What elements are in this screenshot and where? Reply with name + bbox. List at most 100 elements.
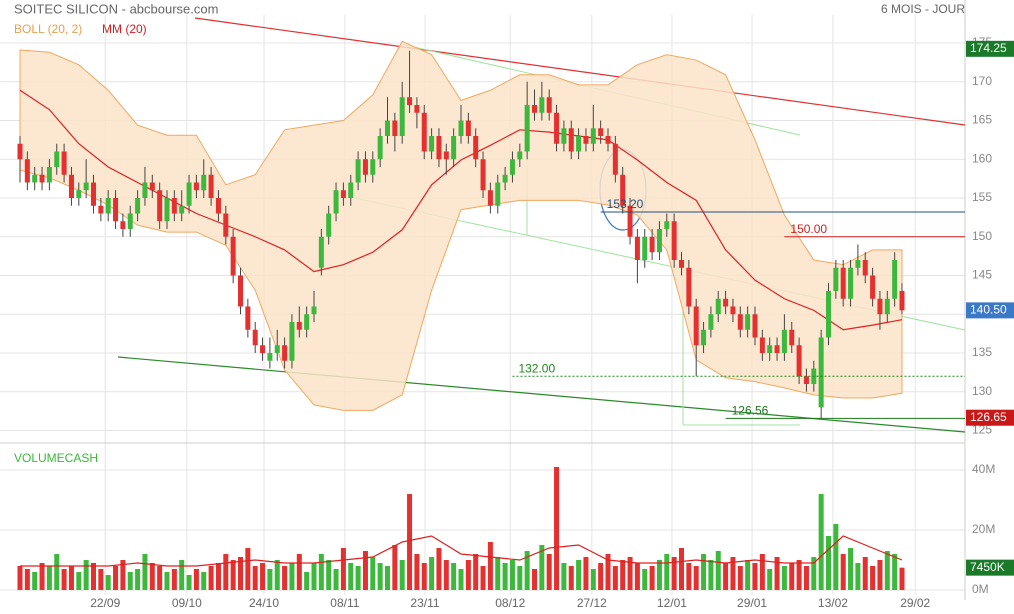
volume-bar <box>767 569 773 590</box>
candle-body <box>634 236 640 260</box>
candle-body <box>238 275 243 307</box>
candle-body <box>686 267 692 307</box>
volume-bar <box>399 560 405 590</box>
y-tick-label: 170 <box>972 74 992 88</box>
x-tick-label: 24/10 <box>249 596 279 610</box>
y-tick-label: 20M <box>972 522 995 536</box>
candle-body <box>465 120 471 136</box>
candle-body <box>429 136 435 152</box>
candle-body <box>355 159 361 183</box>
candle-body <box>679 260 684 268</box>
volume-bar <box>340 548 346 590</box>
volume-bar <box>333 569 339 590</box>
volume-bar <box>215 563 221 590</box>
candle-body <box>289 322 295 361</box>
volume-bar <box>848 548 854 590</box>
volume-bar <box>304 572 310 590</box>
volume-bar <box>326 560 332 590</box>
volume-bar <box>487 542 493 590</box>
candle-body <box>524 105 530 152</box>
volume-bar <box>576 560 582 590</box>
y-tick-label: 0M <box>972 582 989 596</box>
candle-body <box>620 174 626 206</box>
candle-body <box>296 322 302 330</box>
candle-body <box>91 182 96 206</box>
candle-body <box>348 182 354 198</box>
volume-bar <box>46 566 52 590</box>
volume-bar <box>737 566 743 590</box>
volume-bar <box>355 566 361 590</box>
volume-bar <box>245 548 251 590</box>
y-tick-label: 150 <box>972 229 992 243</box>
candle-body <box>326 213 332 237</box>
volume-bar <box>620 560 626 590</box>
volume-bar <box>157 566 163 590</box>
volume-bar <box>855 563 861 590</box>
candle-body <box>127 213 133 229</box>
candle-body <box>149 182 155 191</box>
volume-bar <box>833 524 839 590</box>
candle-body <box>870 275 876 299</box>
candle-body <box>392 120 398 136</box>
candle-body <box>311 306 317 315</box>
volume-bar <box>634 563 640 590</box>
candle-body <box>223 213 229 237</box>
volume-bar <box>502 563 508 590</box>
volume-bar <box>818 494 824 590</box>
candle-body <box>76 190 82 198</box>
candle-body <box>539 97 545 113</box>
indicator-label: MM (20) <box>102 22 147 36</box>
volume-bar <box>451 563 457 590</box>
volume-bar <box>884 551 890 590</box>
volume-bar <box>546 554 552 590</box>
volume-bar <box>781 566 787 590</box>
volume-bar <box>311 563 317 590</box>
volume-bar <box>877 560 883 590</box>
indicator-label: BOLL (20, 2) <box>14 22 82 36</box>
volume-bar <box>899 567 905 590</box>
volume-bar <box>723 563 729 590</box>
volume-bar <box>803 566 809 590</box>
candle-body <box>701 329 707 346</box>
candle-body <box>576 136 582 152</box>
candle-body <box>252 329 258 346</box>
period-label: 6 MOIS - JOUR <box>881 2 965 16</box>
volume-bar <box>730 557 736 590</box>
volume-bar <box>480 566 486 590</box>
volume-bar <box>113 566 119 590</box>
y-tick-label: 160 <box>972 151 992 165</box>
candle-body <box>833 267 839 291</box>
volume-bar <box>759 554 765 590</box>
volume-bar <box>208 566 214 590</box>
volume-bar <box>568 566 574 590</box>
candle-body <box>414 105 420 113</box>
candle-body <box>54 151 60 167</box>
candle-body <box>767 345 773 353</box>
candle-body <box>171 198 177 214</box>
volume-bar <box>421 563 427 590</box>
volume-bar <box>362 551 368 590</box>
volume-bar <box>392 545 398 590</box>
volume-bar <box>509 560 515 590</box>
candle-body <box>789 329 795 346</box>
volume-bar <box>267 569 273 590</box>
candle-body <box>98 205 104 214</box>
volume-bar <box>796 560 802 590</box>
candle-body <box>39 174 45 183</box>
candle-body <box>495 182 501 206</box>
candle-body <box>274 345 280 353</box>
volume-bar <box>348 563 354 590</box>
candle-body <box>370 159 376 175</box>
candle-body <box>24 159 30 183</box>
volume-bar <box>17 566 23 590</box>
price-marker-label: 126.65 <box>970 410 1007 424</box>
candle-body <box>862 260 868 276</box>
volume-bar <box>708 560 714 590</box>
candle-body <box>157 190 163 222</box>
candle-body <box>407 97 413 105</box>
x-tick-label: 08/12 <box>495 596 525 610</box>
candle-body <box>848 267 854 299</box>
candle-body <box>230 236 236 276</box>
candle-body <box>774 345 780 353</box>
candle-body <box>245 306 251 330</box>
